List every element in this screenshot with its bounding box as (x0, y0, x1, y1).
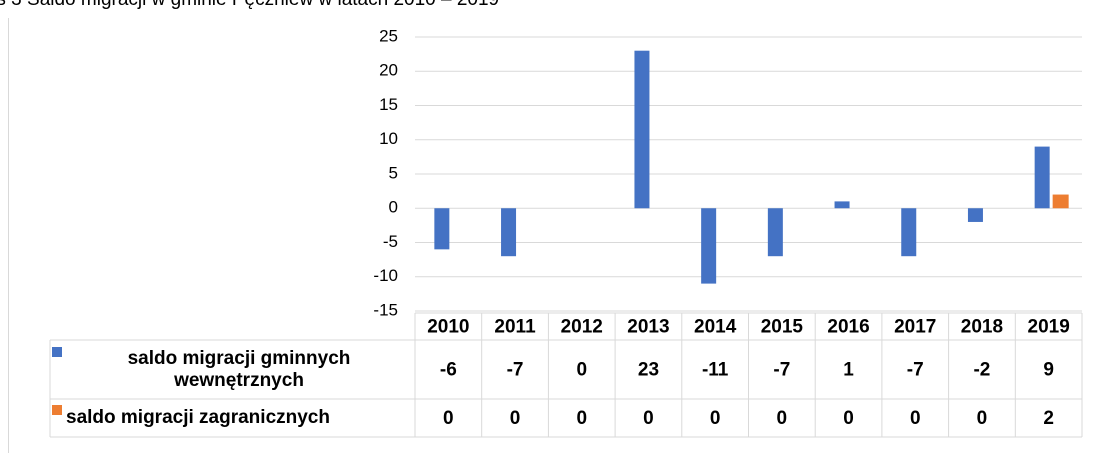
bar (1052, 194, 1069, 209)
bar (701, 208, 717, 284)
x-tick-label: 2014 (694, 317, 737, 338)
data-table-value: -7 (907, 360, 924, 381)
chart-title: kres 3 Saldo migracji w gminie Pęczniew … (0, 0, 499, 10)
x-tick-label: 2013 (627, 317, 669, 338)
data-table-value: 0 (977, 408, 988, 429)
bar (434, 208, 450, 250)
x-tick-label: 2017 (894, 317, 936, 338)
data-table-value: 9 (1043, 360, 1054, 381)
legend-label: saldo migracji gminnych wewnętrznych (127, 348, 351, 391)
y-tick-label: 0 (389, 198, 398, 217)
x-tick-label: 2012 (561, 317, 603, 338)
legend-entry: saldo migracji gminnych wewnętrznych (52, 341, 412, 399)
data-table-value: -6 (440, 360, 457, 381)
y-tick-label: -10 (373, 266, 398, 285)
x-tick-label: 2019 (1028, 317, 1070, 338)
y-tick-label: 20 (379, 61, 398, 80)
data-table-value: 0 (510, 408, 521, 429)
data-table-value: 0 (643, 408, 654, 429)
bar (767, 208, 783, 257)
bar (501, 208, 517, 257)
x-tick-label: 2010 (427, 317, 469, 338)
y-tick-label: 25 (379, 26, 398, 45)
data-table-value: 0 (777, 408, 788, 429)
data-table-value: -11 (702, 360, 729, 381)
x-tick-label: 2011 (494, 317, 536, 338)
y-tick-label: 15 (379, 95, 398, 114)
data-table-value: 0 (910, 408, 921, 429)
data-table-value: -2 (973, 360, 990, 381)
x-tick-label: 2016 (827, 317, 869, 338)
data-table-value: 0 (443, 408, 454, 429)
data-table-value: 0 (576, 408, 587, 429)
data-table-value: -7 (773, 360, 790, 381)
y-tick-label: 10 (379, 129, 398, 148)
bar (634, 50, 650, 209)
data-table-value: 1 (843, 360, 854, 381)
data-table-value: 2 (1043, 408, 1054, 429)
legend-entry: saldo migracji zagranicznych (52, 399, 412, 437)
y-tick-label: -15 (373, 300, 398, 319)
y-tick-label: -5 (383, 232, 398, 251)
bar (967, 208, 983, 222)
data-table-value: 0 (710, 408, 721, 429)
data-table-value: 23 (638, 360, 659, 381)
legend-swatch (52, 405, 62, 415)
x-tick-label: 2015 (761, 317, 804, 338)
bar (834, 201, 850, 209)
data-table-value: 0 (576, 360, 587, 381)
legend-swatch (52, 347, 62, 357)
legend-label: saldo migracji zagranicznych (66, 407, 330, 428)
data-table-value: 0 (843, 408, 854, 429)
bar (1034, 146, 1050, 209)
bar (901, 208, 917, 257)
data-table-value: -7 (507, 360, 524, 381)
x-tick-label: 2018 (961, 317, 1003, 338)
y-tick-label: 5 (389, 163, 398, 182)
